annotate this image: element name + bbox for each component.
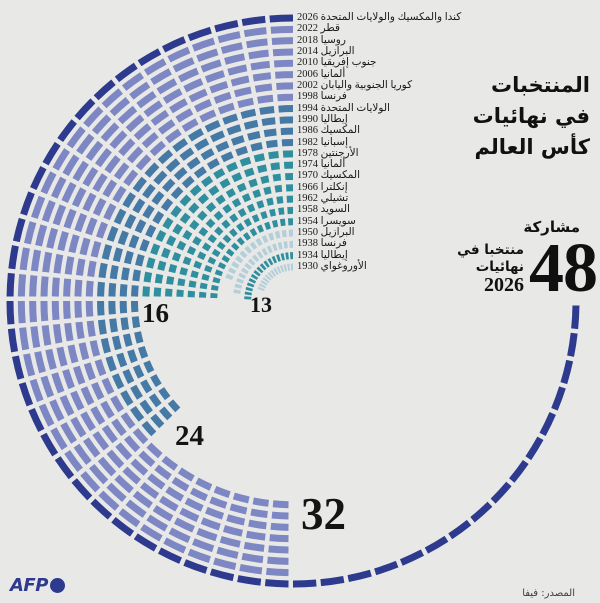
ring-label-1986: المكسيك 1986 — [297, 125, 360, 137]
stat-2026-block: منتخبا في نهائيات 2026 48 — [457, 230, 598, 307]
arc-ring-2026 — [6, 14, 580, 588]
ring-label-1962: تشيلي 1962 — [297, 193, 349, 205]
arc-ring-1982 — [131, 139, 294, 413]
page-title: المنتخبات في نهائيات كأس العالم — [473, 70, 590, 163]
title-line-3: كأس العالم — [474, 135, 590, 159]
ring-label-1994: الولايات المتحدة 1994 — [297, 102, 390, 114]
milestone-16: 16 — [142, 298, 169, 328]
arc-ring-1994 — [97, 105, 294, 437]
arc-ring-1962 — [187, 195, 294, 298]
afp-logo-dot-icon — [49, 578, 65, 593]
ring-label-1954: سويسرا 1954 — [297, 215, 356, 227]
ring-label-1982: إسبانيا 1982 — [297, 136, 348, 148]
participation-label: مشاركة — [523, 218, 580, 236]
stat-caption-line-1: منتخبا في — [457, 242, 524, 259]
stat-value-48: 48 — [529, 230, 598, 307]
arc-ring-1978 — [142, 150, 294, 297]
ring-label-2022: قطر 2022 — [297, 23, 341, 35]
afp-logo: AFP — [10, 575, 65, 596]
arc-ring-1990 — [108, 116, 294, 429]
arc-ring-1966 — [176, 184, 294, 297]
arc-ring-1970 — [165, 172, 294, 297]
ring-label-1966: إنكلترا 1966 — [297, 181, 348, 193]
arc-ring-1938 — [233, 240, 294, 294]
milestone-32: 32 — [301, 489, 346, 539]
arc-ring-1986 — [119, 127, 294, 421]
ring-label-2010: جنوب إفريقيا 2010 — [297, 57, 377, 69]
stat-caption: منتخبا في نهائيات 2026 — [457, 242, 524, 295]
ring-label-1934: إيطاليا 1934 — [297, 249, 348, 261]
ring-label-1930: الأوروغواي 1930 — [297, 261, 367, 272]
title-line-1: المنتخبات — [490, 73, 590, 97]
arc-ring-2010 — [51, 59, 294, 543]
arc-ring-2014 — [40, 48, 294, 554]
ring-label-1998: فرنسا 1998 — [297, 91, 347, 103]
title-line-2: في نهائيات — [472, 104, 590, 128]
ring-label-2002: كوريا الجنوبية واليابان 2002 — [297, 79, 413, 91]
afp-logo-text: AFP — [10, 575, 48, 596]
arc-ring-2006 — [63, 71, 294, 531]
arc-ring-2002 — [74, 82, 294, 520]
stat-caption-year: 2026 — [484, 274, 524, 297]
arc-ring-2022 — [17, 25, 294, 577]
arc-ring-1934 — [244, 252, 294, 300]
ring-label-1950: البرازيل 1950 — [297, 227, 355, 239]
source-note: المصدر: فيفا — [522, 588, 575, 599]
ring-label-1990: إيطاليا 1990 — [297, 113, 348, 125]
ring-label-1958: السويد 1958 — [297, 204, 350, 216]
arc-ring-2018 — [29, 37, 294, 565]
milestone-24: 24 — [175, 420, 204, 452]
arc-ring-1974 — [153, 161, 294, 297]
ring-label-2018: روسيا 2018 — [297, 34, 346, 46]
arc-ring-1950 — [225, 229, 294, 281]
arc-ring-1998 — [85, 93, 294, 509]
arc-ring-1930 — [257, 263, 294, 292]
ring-label-2006: ألمانيا 2006 — [297, 68, 346, 80]
arc-ring-1954 — [210, 218, 294, 299]
arc-ring-1958 — [198, 206, 294, 298]
ring-label-2014: البرازيل 2014 — [297, 45, 355, 57]
ring-label-1978: الأرجنتين 1978 — [297, 147, 359, 159]
milestone-13: 13 — [250, 292, 272, 317]
ring-label-2026: كندا والمكسيك والولايات المتحدة 2026 — [297, 12, 462, 23]
ring-label-1938: فرنسا 1938 — [297, 238, 347, 250]
stat-caption-line-2: نهائيات — [475, 259, 524, 276]
ring-label-1974: ألمانيا 1974 — [297, 159, 346, 171]
ring-label-1970: المكسيك 1970 — [297, 170, 360, 182]
